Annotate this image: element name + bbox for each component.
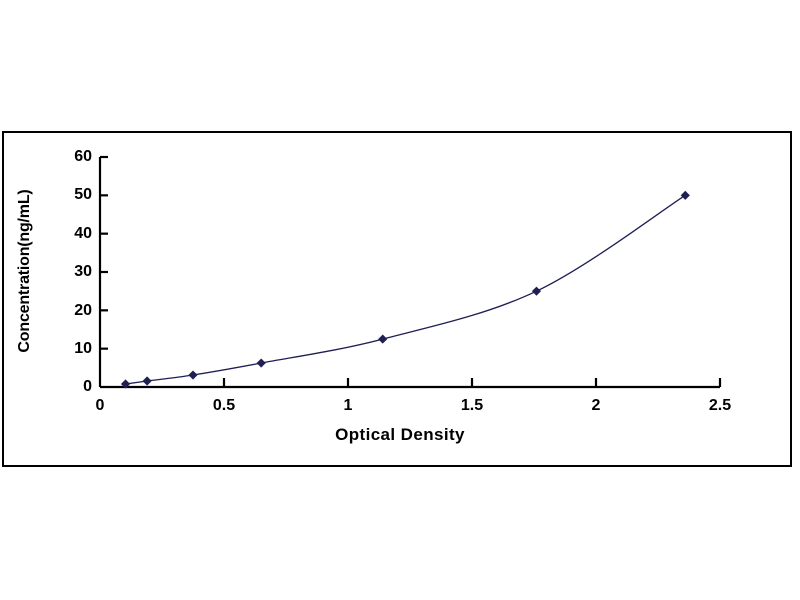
y-tick-label-0: 0 [83,378,92,395]
y-tick-label-60: 60 [74,148,92,165]
x-tick-label-0: 0 [95,397,105,414]
x-tick-label-2-5: 2.5 [708,397,732,414]
y-axis-title: Concentration(ng/mL) [16,189,33,353]
x-tick-label-2: 2 [591,397,601,414]
y-tick-label-30: 30 [74,263,92,280]
x-tick-label-1-5: 1.5 [460,397,484,414]
chart-plot-frame [2,131,792,467]
y-tick-label-50: 50 [74,186,92,203]
x-axis-title: Optical Density [335,425,465,444]
y-tick-label-40: 40 [74,225,92,242]
x-tick-label-1: 1 [343,397,353,414]
x-tick-label-0-5: 0.5 [212,397,236,414]
y-tick-label-10: 10 [74,340,92,357]
y-tick-label-20: 20 [74,302,92,319]
